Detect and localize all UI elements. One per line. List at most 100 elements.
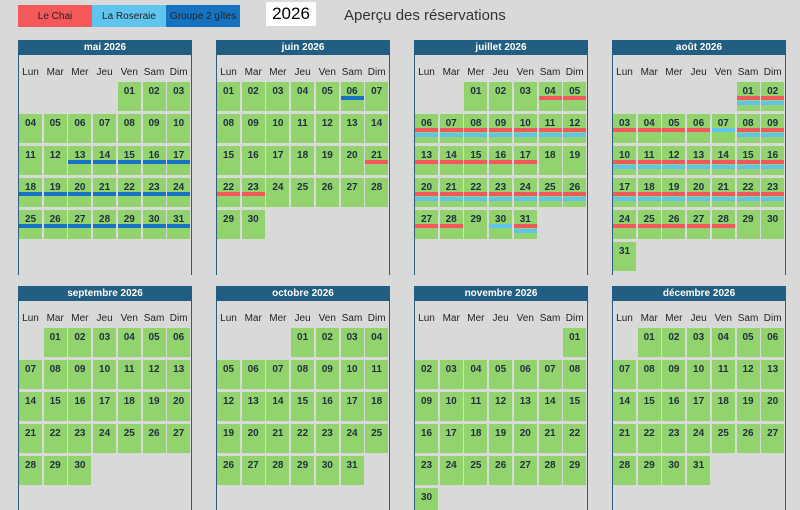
- weekday-label: Dim: [763, 313, 782, 324]
- booking-stripe: [513, 160, 537, 164]
- booking-stripe: [761, 192, 785, 196]
- booking-stripe: [68, 160, 92, 164]
- calendar-border: [191, 55, 192, 275]
- booking-stripe: [513, 128, 537, 132]
- weekday-label: Mar: [46, 313, 64, 324]
- day-cell: 19: [217, 424, 240, 453]
- day-cell: 08: [217, 114, 240, 143]
- day-cell: 20: [513, 424, 537, 453]
- weekday-label: Jeu: [294, 313, 311, 324]
- day-cell: 24: [340, 424, 364, 453]
- booking-stripe: [439, 128, 463, 132]
- day-cell: 17: [340, 392, 364, 421]
- day-cell: 25: [365, 424, 389, 453]
- day-cell: 16: [415, 424, 438, 453]
- calendar-border: [18, 55, 19, 275]
- day-cell: 07: [19, 360, 42, 389]
- day-cell: 29: [736, 210, 760, 239]
- day-cell: 06: [241, 360, 265, 389]
- day-cell: 19: [736, 392, 760, 421]
- day-cell: 09: [315, 360, 339, 389]
- day-cell: 22: [43, 424, 67, 453]
- booking-stripe: [711, 192, 735, 196]
- booking-stripe: [563, 133, 587, 137]
- calendar-border: [191, 301, 192, 510]
- booking-stripe: [687, 160, 711, 164]
- day-cell: 28: [538, 456, 562, 485]
- year: 2026: [266, 2, 316, 26]
- day-cell: 06: [167, 328, 191, 357]
- booking-stripe: [340, 96, 364, 100]
- day-cell: 28: [613, 456, 636, 485]
- day-cell: 18: [365, 392, 389, 421]
- day-cell: 18: [117, 392, 141, 421]
- booking-stripe: [761, 165, 785, 169]
- day-cell: 19: [489, 424, 513, 453]
- weekday-label: Sam: [143, 67, 165, 78]
- day-cell: 12: [217, 392, 240, 421]
- weekday-label: Ven: [714, 67, 732, 78]
- booking-stripe: [439, 192, 463, 196]
- day-cell: 17: [93, 392, 117, 421]
- calendar-border: [216, 301, 217, 510]
- day-cell: 22: [291, 424, 315, 453]
- day-cell: 13: [513, 392, 537, 421]
- booking-stripe: [68, 192, 92, 196]
- booking-stripe: [662, 160, 686, 164]
- weekday-label: Mar: [244, 67, 262, 78]
- day-cell: 03: [513, 82, 537, 111]
- weekday-label: Mer: [71, 313, 89, 324]
- day-cell: 27: [761, 424, 785, 453]
- weekday-label: Mer: [665, 313, 683, 324]
- day-cell: 10: [266, 114, 290, 143]
- booking-stripe: [687, 224, 711, 228]
- booking-stripe: [613, 165, 636, 169]
- day-cell: 04: [291, 82, 315, 111]
- day-cell: 23: [68, 424, 92, 453]
- weekday-label: Lun: [616, 313, 633, 324]
- booking-stripe: [464, 133, 488, 137]
- day-cell: 30: [761, 210, 785, 239]
- weekday-label: Jeu: [492, 67, 509, 78]
- weekday-label: Lun: [22, 67, 39, 78]
- day-cell: 03: [93, 328, 117, 357]
- weekday-label: Mar: [442, 67, 460, 78]
- day-cell: 02: [315, 328, 339, 357]
- day-cell: 16: [241, 146, 265, 175]
- day-cell: 26: [142, 424, 166, 453]
- day-cell: 29: [217, 210, 240, 239]
- booking-stripe: [19, 192, 42, 196]
- booking-stripe: [513, 192, 537, 196]
- day-cell: 14: [613, 392, 636, 421]
- month-header: décembre 2026: [612, 286, 786, 301]
- day-cell: 06: [761, 328, 785, 357]
- day-cell: 09: [415, 392, 438, 421]
- day-cell: 10: [167, 114, 191, 143]
- booking-stripe: [736, 101, 760, 105]
- day-cell: 13: [340, 114, 364, 143]
- day-cell: 05: [736, 328, 760, 357]
- day-cell: 05: [217, 360, 240, 389]
- weekday-label: Mer: [467, 67, 485, 78]
- day-cell: 25: [464, 456, 488, 485]
- calendar-border: [18, 301, 19, 510]
- day-cell: 13: [241, 392, 265, 421]
- day-cell: 12: [43, 146, 67, 175]
- weekday-label: Dim: [565, 67, 584, 78]
- booking-stripe: [415, 128, 438, 132]
- day-cell: 02: [662, 328, 686, 357]
- day-cell: 09: [662, 360, 686, 389]
- day-cell: 27: [513, 456, 537, 485]
- calendar-border: [785, 55, 786, 275]
- month-header: juillet 2026: [414, 40, 588, 55]
- booking-stripe: [563, 96, 587, 100]
- weekday-label: Mer: [269, 67, 287, 78]
- weekday-label: Mar: [244, 313, 262, 324]
- day-cell: 20: [241, 424, 265, 453]
- booking-stripe: [687, 197, 711, 201]
- calendar-border: [389, 55, 390, 275]
- day-cell: 14: [19, 392, 42, 421]
- day-cell: 03: [439, 360, 463, 389]
- booking-stripe: [489, 128, 513, 132]
- weekday-label: Lun: [418, 313, 435, 324]
